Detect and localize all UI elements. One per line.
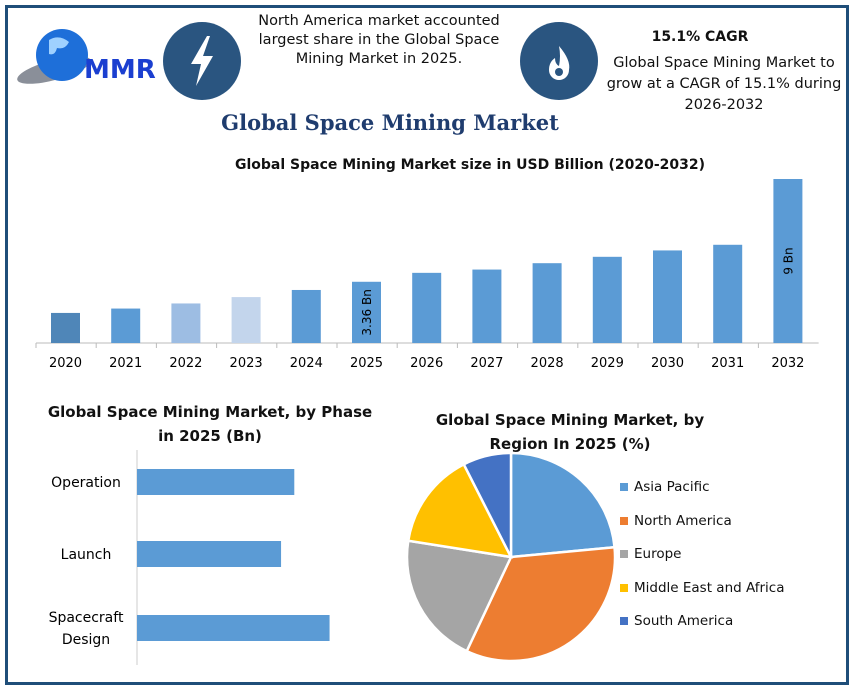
legend-swatch	[620, 483, 628, 491]
legend-item: Europe	[620, 546, 681, 562]
legend-item: Asia Pacific	[620, 479, 710, 495]
phase-chart-title: Global Space Mining Market, by Phase in …	[47, 403, 373, 445]
bar-2024	[291, 289, 321, 343]
bar-2026	[412, 272, 442, 343]
svg-text:MMR: MMR	[84, 55, 156, 85]
market-size-bar-chart: 2020 2021 2022 2023 2024 2025 3.36 Bn 2026 2027 2…	[35, 179, 819, 371]
bar-spacecraft-design	[137, 615, 330, 641]
data-label-2032: 9 Bn	[781, 247, 795, 274]
bar-2022	[171, 303, 201, 343]
phase-bar-chart: Operation Launch Spacecraft Design	[49, 450, 330, 665]
category-label: Operation	[51, 475, 121, 491]
cagr-title: 15.1% CAGR	[651, 29, 749, 45]
tick-label-2031: 2031	[711, 356, 744, 371]
legend-swatch	[620, 550, 628, 558]
cagr-text: Global Space Mining Market to grow at a …	[606, 55, 842, 113]
flame-icon	[520, 22, 598, 100]
legend-item: South America	[620, 613, 733, 629]
legend-label: South America	[634, 613, 734, 629]
tick-label-2029: 2029	[591, 356, 624, 371]
tick-label-2023: 2023	[230, 356, 263, 371]
bar-chart-title: Global Space Mining Market size in USD B…	[234, 157, 705, 173]
bar-2029	[592, 256, 622, 343]
page-title: Global Space Mining Market	[221, 110, 559, 135]
slice-asia-pacific	[509, 451, 616, 559]
bar-launch	[137, 541, 282, 567]
tick-label-2021: 2021	[109, 356, 142, 371]
legend-swatch	[620, 617, 628, 625]
slice-north-america	[465, 545, 617, 663]
bar-2028	[532, 263, 562, 343]
slice-middle-east-and-africa	[406, 462, 514, 559]
tick-label-2032: 2032	[771, 356, 804, 371]
bar-2023	[231, 297, 261, 343]
bar-2021	[111, 308, 141, 343]
legend-item: Middle East and Africa	[620, 580, 785, 596]
legend-label: Middle East and Africa	[634, 579, 785, 596]
mmr-logo: MMR	[14, 20, 164, 90]
category-label: Design	[62, 632, 110, 648]
legend-swatch	[620, 583, 628, 592]
frame	[5, 5, 849, 685]
category-label: Spacecraft	[49, 610, 124, 626]
north-america-note: North America market accounted largest s…	[258, 13, 500, 67]
bar-2025	[352, 281, 381, 343]
legend-item: North America	[620, 513, 732, 529]
lightning-icon	[163, 22, 241, 100]
tick-label-2022: 2022	[169, 356, 202, 371]
tick-label-2027: 2027	[470, 356, 503, 371]
region-chart-title: Global Space Mining Market, by Region In…	[435, 411, 705, 453]
slice-south-america	[462, 451, 513, 558]
tick-label-2028: 2028	[531, 356, 564, 371]
category-label: Launch	[61, 547, 112, 563]
data-label-2025: 3.36 Bn	[360, 289, 374, 335]
bar-2027	[472, 269, 502, 343]
tick-label-2024: 2024	[290, 356, 323, 371]
bar-2032	[773, 179, 803, 343]
tick-label-2025: 2025	[350, 356, 383, 371]
slice-europe	[405, 539, 513, 653]
legend-label: Asia Pacific	[634, 479, 710, 495]
legend-swatch	[620, 516, 628, 525]
bar-2030	[653, 250, 682, 343]
bar-2020	[51, 312, 80, 343]
legend-label: North America	[634, 512, 732, 529]
bar-operation	[137, 469, 295, 495]
bar-2031	[713, 244, 743, 343]
tick-label-2020: 2020	[49, 356, 82, 371]
legend-label: Europe	[634, 546, 682, 562]
tick-label-2026: 2026	[410, 356, 443, 371]
tick-label-2030: 2030	[651, 356, 684, 371]
region-pie-chart	[405, 451, 617, 663]
